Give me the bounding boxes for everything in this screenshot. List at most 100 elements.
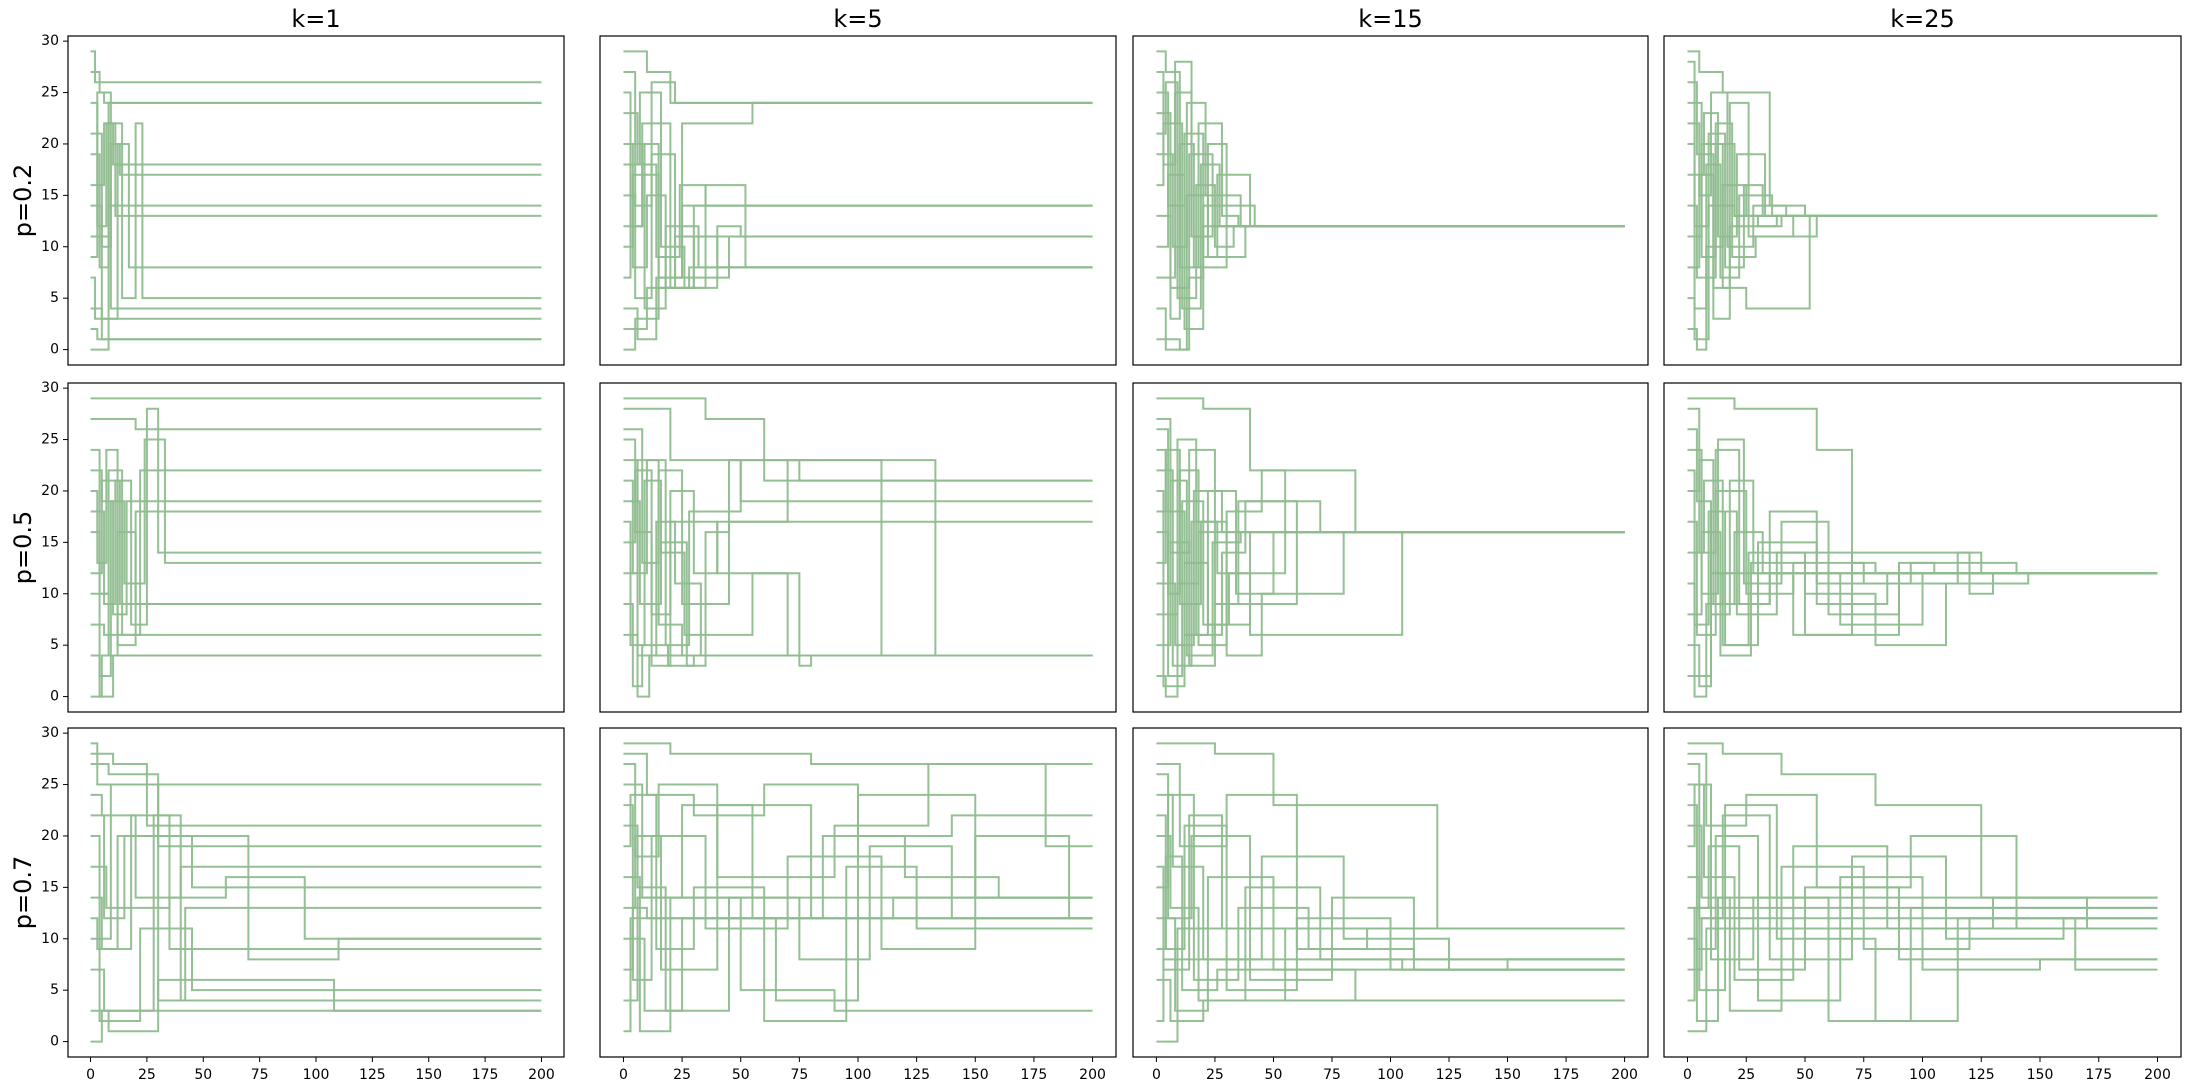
trajectory-line [623,742,1093,765]
x-tick-label: 0 [1152,1067,1161,1083]
x-tick-label: 175 [1553,1067,1580,1083]
trajectory-line [90,276,542,320]
subplot-title: k=15 [1358,5,1423,33]
trajectory-line [90,623,542,636]
y-tick-label: 30 [41,725,59,741]
trajectory-line [90,70,542,104]
y-tick-label: 0 [50,1034,59,1050]
y-tick-label: 25 [41,432,59,448]
trajectory-line [90,814,542,920]
trajectory-line [623,633,1093,698]
trajectory-line [1156,438,1625,636]
trajectory-line [623,407,1093,503]
trajectory-line [1156,742,1625,930]
trajectory-line [1156,531,1625,688]
trajectory-line [623,804,1093,971]
axes-frame [67,727,565,1058]
trajectory-line [1687,50,2158,217]
x-tick-label: 150 [415,1067,442,1083]
trajectory-line [90,752,542,827]
trajectory-line [1687,510,2158,678]
trajectory-line [623,438,1093,616]
axes-frame [1663,382,2182,713]
x-tick-label: 75 [1855,1067,1873,1083]
y-tick-label: 5 [50,982,59,998]
trajectory-line [90,783,542,1002]
trajectory-line [1687,101,2158,259]
y-tick-label: 20 [41,828,59,844]
x-tick-label: 150 [1494,1067,1521,1083]
subplot-title: k=1 [291,5,340,33]
y-tick-label: 25 [41,85,59,101]
x-tick-label: 25 [1737,1067,1755,1083]
trajectory-line [1156,469,1625,667]
trajectory-line [1687,122,2158,279]
x-tick-label: 50 [1796,1067,1814,1083]
x-tick-label: 25 [138,1067,156,1083]
x-tick-label: 200 [2144,1067,2171,1083]
y-tick-label: 25 [41,777,59,793]
x-tick-label: 100 [1909,1067,1936,1083]
trajectory-line [1156,142,1625,320]
trajectory-line [1156,122,1625,310]
y-tick-label: 30 [41,380,59,396]
trajectory-line [1156,417,1625,606]
subplot-title: k=5 [833,5,882,33]
trajectory-line [90,91,542,310]
axes-frame [1663,35,2182,366]
x-tick-label: 50 [194,1067,212,1083]
x-tick-label: 75 [790,1067,808,1083]
trajectory-line [1156,101,1625,248]
x-tick-label: 150 [962,1067,989,1083]
trajectory-line [90,762,542,848]
trajectory-line [1156,927,1625,1043]
x-tick-label: 100 [1377,1067,1404,1083]
trajectory-line [1687,927,2158,1033]
axes-frame [67,35,565,366]
trajectory-line [1687,81,2158,289]
trajectory-line [623,153,1093,300]
x-tick-label: 200 [1611,1067,1638,1083]
x-tick-label: 125 [1436,1067,1463,1083]
axes-frame [1132,382,1649,713]
trajectory-line [90,814,542,1012]
trajectory-line [1687,397,2158,575]
trajectory-line [90,417,542,431]
x-tick-label: 50 [732,1067,750,1083]
trajectory-line [1687,572,2158,698]
row-label: p=0.5 [9,511,37,585]
trajectory-line [1156,489,1625,647]
y-tick-label: 20 [41,483,59,499]
trajectory-line [623,459,1093,657]
trajectory-line [623,91,1093,289]
trajectory-line [90,469,542,616]
row-label: p=0.7 [9,856,37,930]
trajectory-line [1156,958,1625,1023]
y-tick-label: 10 [41,931,59,947]
trajectory-line [90,122,542,300]
y-tick-label: 10 [41,586,59,602]
trajectory-line [1156,479,1625,657]
trajectory-line [90,328,542,341]
x-tick-label: 200 [1079,1067,1106,1083]
trajectory-line [90,122,542,217]
trajectory-line [623,235,1093,351]
axes-frame [599,382,1117,713]
trajectory-line [623,50,1093,104]
x-tick-label: 75 [251,1067,269,1083]
x-tick-label: 75 [1323,1067,1341,1083]
trajectory-line [90,132,542,248]
trajectory-line [1156,60,1625,279]
trajectory-line [1156,876,1625,1012]
subplot-title: k=25 [1890,5,1955,33]
x-tick-label: 125 [359,1067,386,1083]
x-tick-label: 0 [619,1067,628,1083]
y-tick-label: 30 [41,33,59,49]
trajectory-line [623,793,1093,1023]
y-tick-label: 5 [50,637,59,653]
trajectory-line [623,428,1093,606]
row-label: p=0.2 [9,164,37,238]
trajectory-line [90,307,542,341]
trajectory-line [1156,978,1625,1023]
